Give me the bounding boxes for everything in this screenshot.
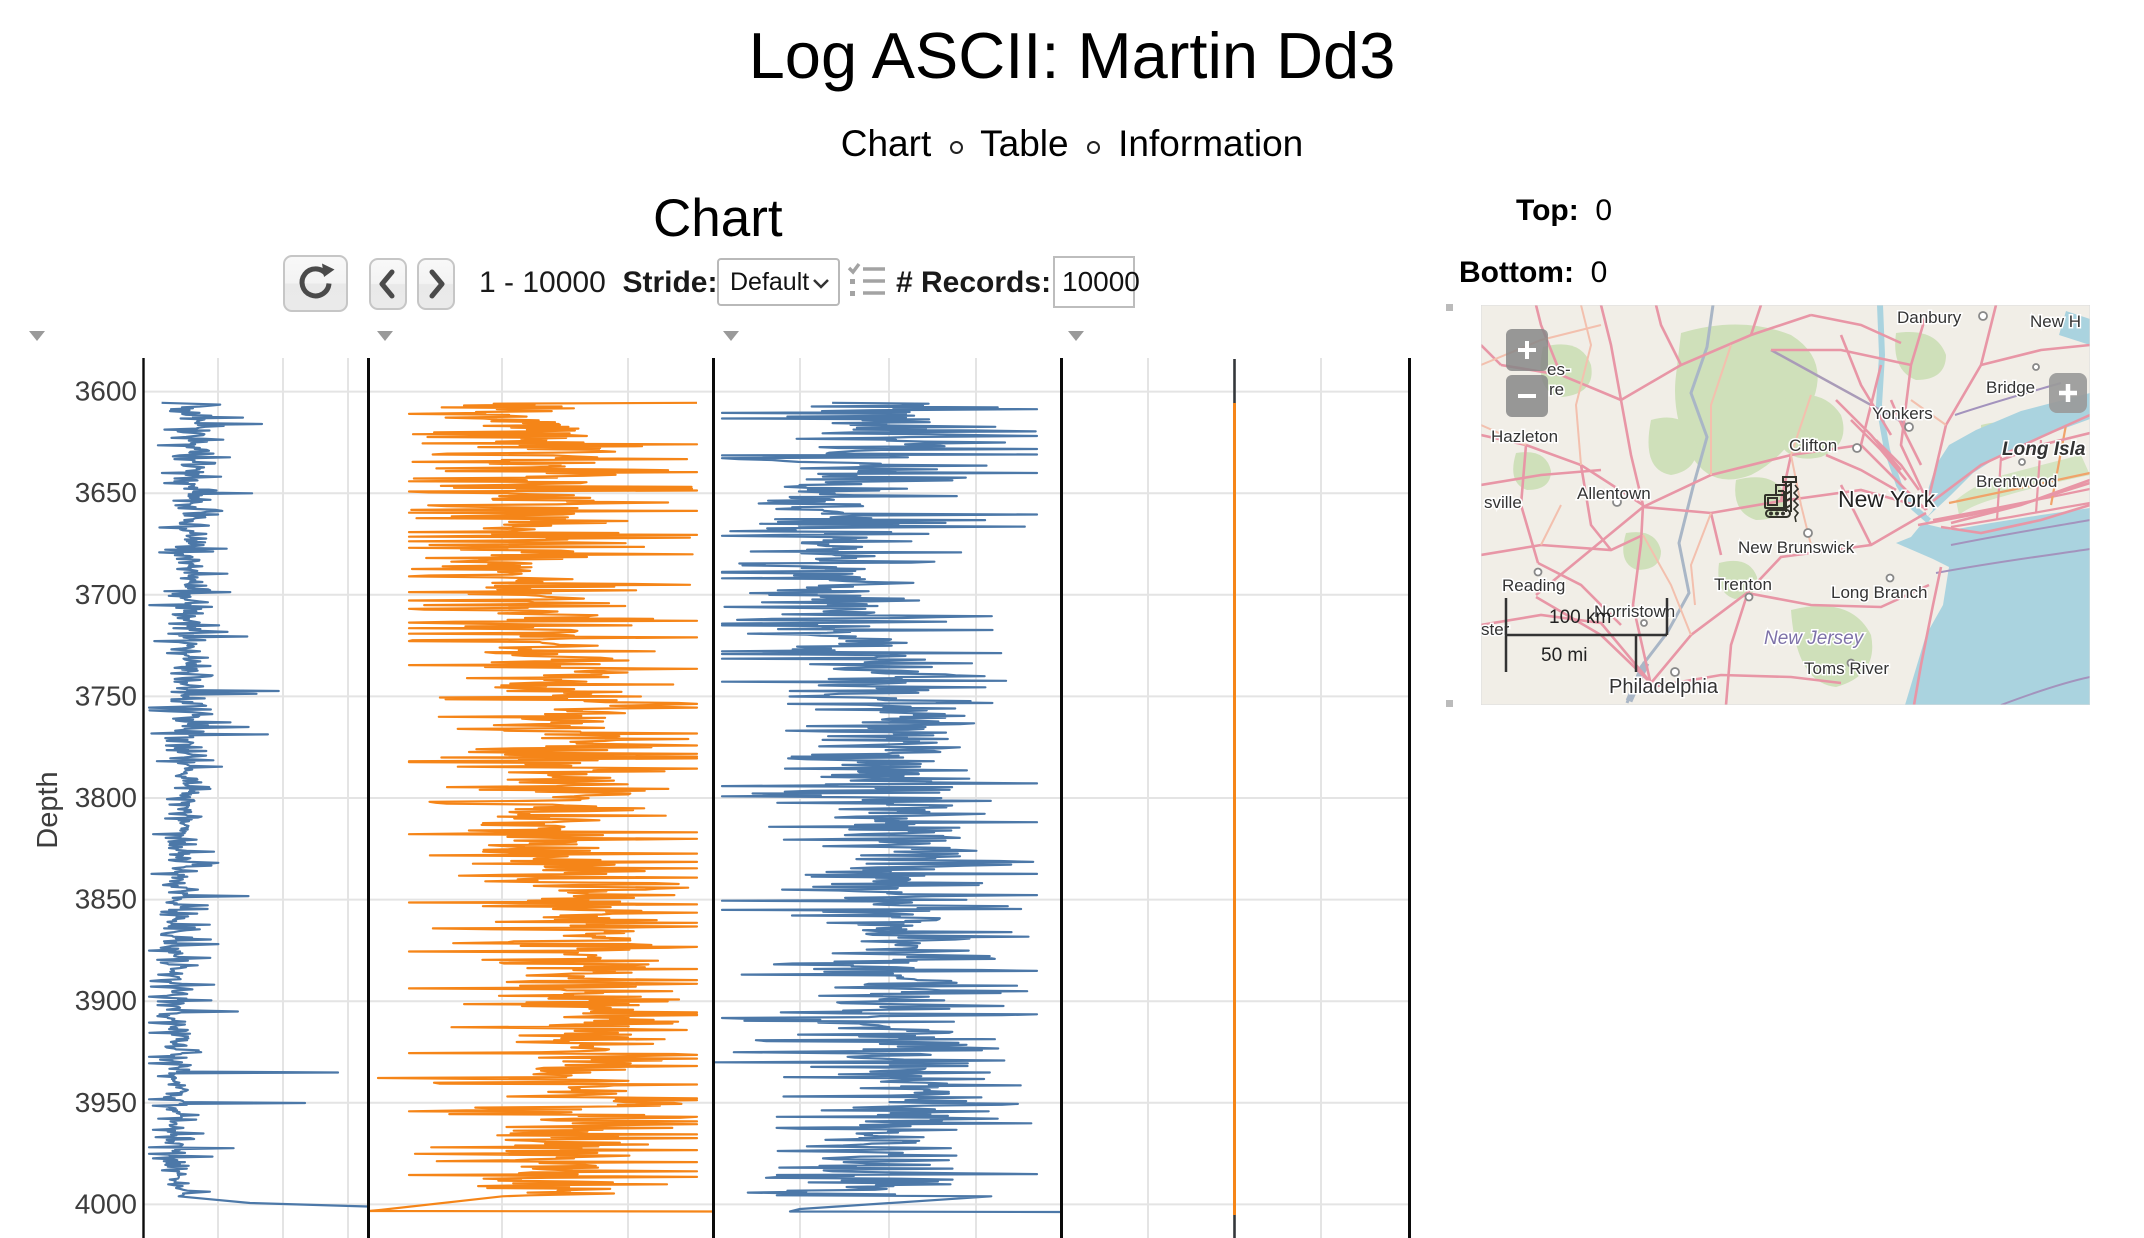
svg-text:sville: sville (1484, 493, 1522, 512)
svg-text:New H: New H (2030, 312, 2081, 331)
svg-text:Bridge: Bridge (1986, 378, 2035, 397)
svg-text:New Brunswick: New Brunswick (1738, 538, 1855, 557)
svg-text:3900: 3900 (75, 985, 137, 1016)
svg-text:50 mi: 50 mi (1541, 645, 1587, 666)
svg-text:3650: 3650 (75, 477, 137, 508)
svg-text:Long Isla: Long Isla (2002, 439, 2086, 460)
svg-text:ster: ster (1481, 620, 1510, 639)
svg-text:New York: New York (1838, 486, 1936, 512)
svg-text:Trenton: Trenton (1714, 575, 1772, 594)
svg-text:es-: es- (1547, 360, 1571, 379)
svg-text:3600: 3600 (75, 376, 137, 407)
svg-text:Yonkers: Yonkers (1872, 404, 1933, 423)
svg-text:3800: 3800 (75, 782, 137, 813)
svg-text:Norristown: Norristown (1594, 602, 1675, 621)
svg-text:Clifton: Clifton (1789, 436, 1837, 455)
svg-text:Reading: Reading (1502, 576, 1565, 595)
svg-text:3950: 3950 (75, 1087, 137, 1118)
svg-text:4000: 4000 (75, 1188, 137, 1219)
svg-text:Depth: Depth (32, 771, 64, 848)
svg-text:Long Branch: Long Branch (1831, 583, 1927, 602)
svg-text:Philadelphia: Philadelphia (1609, 676, 1719, 698)
svg-text:re: re (1549, 380, 1564, 399)
svg-text:Hazleton: Hazleton (1491, 427, 1558, 446)
svg-text:100 km: 100 km (1549, 607, 1611, 628)
svg-text:Brentwood: Brentwood (1976, 472, 2057, 491)
svg-text:3750: 3750 (75, 680, 137, 711)
svg-text:New Jersey: New Jersey (1764, 628, 1865, 649)
svg-text:3700: 3700 (75, 579, 137, 610)
svg-text:Toms River: Toms River (1804, 659, 1889, 678)
svg-text:3850: 3850 (75, 884, 137, 915)
svg-text:Danbury: Danbury (1897, 308, 1962, 327)
svg-text:Allentown: Allentown (1577, 484, 1651, 503)
